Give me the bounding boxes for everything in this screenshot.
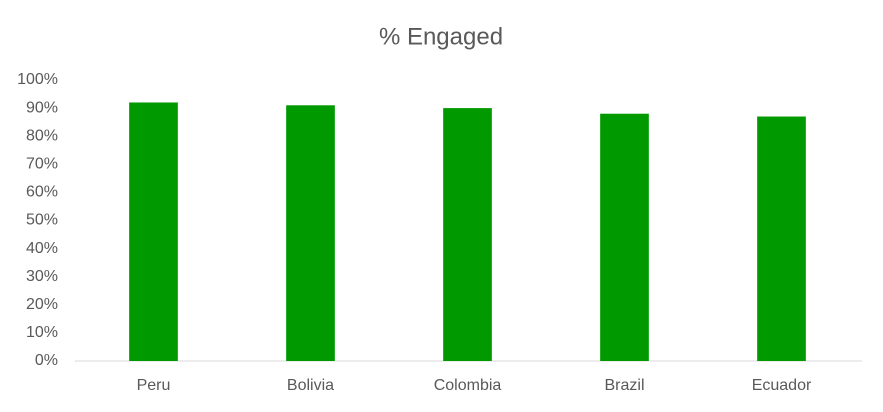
y-tick-label: 50% bbox=[26, 212, 58, 229]
y-tick-label: 10% bbox=[26, 324, 58, 341]
bar bbox=[286, 105, 335, 361]
y-tick-label: 90% bbox=[26, 99, 58, 116]
bar bbox=[600, 113, 649, 361]
y-tick-label: 20% bbox=[26, 296, 58, 313]
y-tick-label: 60% bbox=[26, 184, 58, 201]
x-tick-label: Bolivia bbox=[287, 377, 334, 394]
x-tick-label: Peru bbox=[137, 377, 171, 394]
chart-title: % Engaged bbox=[379, 23, 503, 50]
y-tick-label: 80% bbox=[26, 127, 58, 144]
x-tick-label: Colombia bbox=[434, 377, 502, 394]
x-tick-label: Ecuador bbox=[752, 377, 812, 394]
bar bbox=[443, 108, 492, 361]
x-tick-label: Brazil bbox=[604, 377, 644, 394]
bar bbox=[129, 102, 178, 361]
y-tick-label: 30% bbox=[26, 268, 58, 285]
y-tick-label: 0% bbox=[35, 352, 58, 369]
bar bbox=[757, 116, 806, 361]
y-tick-label: 100% bbox=[17, 71, 58, 88]
y-tick-label: 40% bbox=[26, 240, 58, 257]
y-tick-label: 70% bbox=[26, 156, 58, 173]
